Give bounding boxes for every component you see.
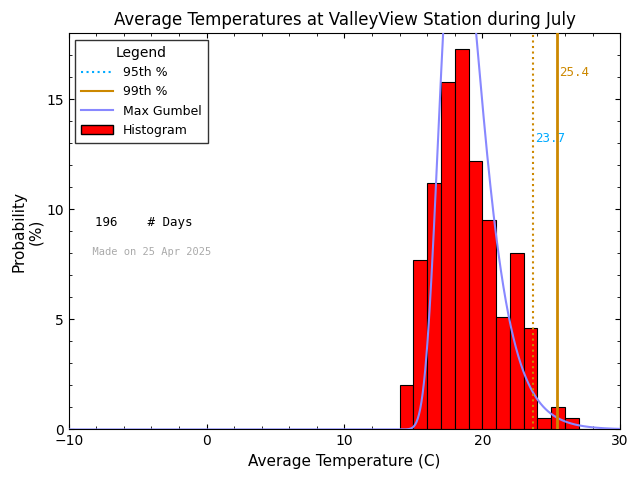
- Text: Made on 25 Apr 2025: Made on 25 Apr 2025: [80, 247, 211, 257]
- Y-axis label: Probability
(%): Probability (%): [11, 191, 44, 272]
- Bar: [496, 317, 510, 430]
- X-axis label: Average Temperature (C): Average Temperature (C): [248, 454, 441, 469]
- Text: 196    # Days: 196 # Days: [80, 216, 192, 228]
- Bar: [455, 49, 468, 430]
- Title: Average Temperatures at ValleyView Station during July: Average Temperatures at ValleyView Stati…: [113, 11, 575, 29]
- Bar: [441, 82, 455, 430]
- Bar: [413, 260, 427, 430]
- Bar: [565, 419, 579, 430]
- Legend: 95th %, 99th %, Max Gumbel, Histogram: 95th %, 99th %, Max Gumbel, Histogram: [75, 40, 207, 143]
- Text: 25.4: 25.4: [559, 66, 589, 80]
- Bar: [538, 419, 551, 430]
- Bar: [399, 385, 413, 430]
- Bar: [524, 328, 538, 430]
- Bar: [427, 183, 441, 430]
- Bar: [510, 253, 524, 430]
- Bar: [468, 161, 483, 430]
- Bar: [483, 220, 496, 430]
- Text: 23.7: 23.7: [536, 132, 565, 145]
- Bar: [551, 408, 565, 430]
